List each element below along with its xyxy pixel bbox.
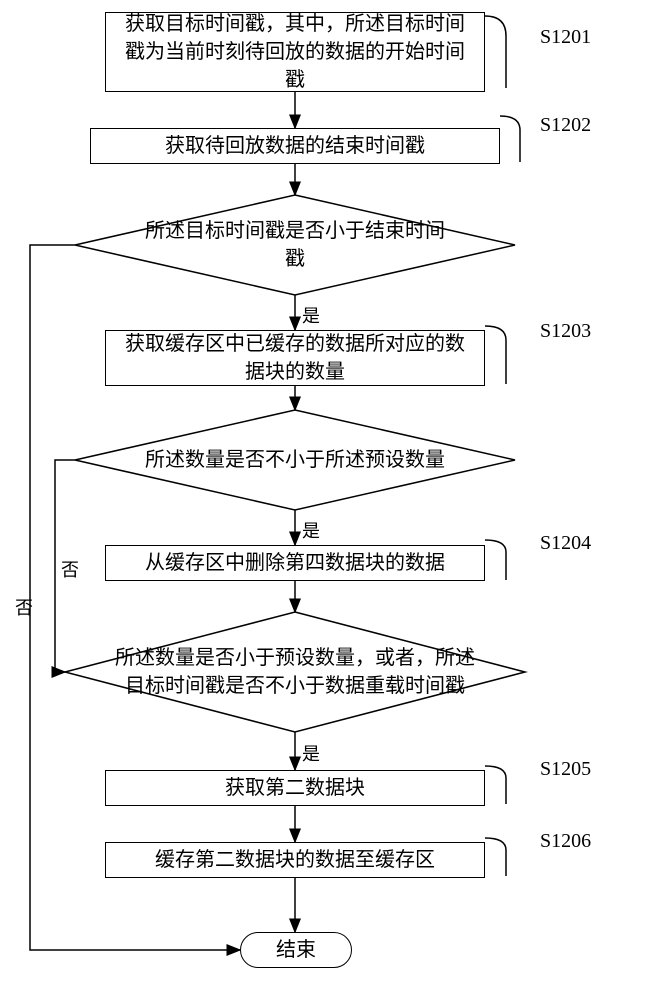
step-s1203-text: 获取缓存区中已缓存的数据所对应的数据块的数量 xyxy=(116,330,474,386)
step-s1204: 从缓存区中删除第四数据块的数据 xyxy=(105,545,485,581)
step-s1202-text: 获取待回放数据的结束时间戳 xyxy=(165,132,425,160)
flowchart-container: 获取目标时间戳，其中，所述目标时间戳为当前时刻待回放的数据的开始时间戳 S120… xyxy=(0,0,649,1000)
step-s1201-text: 获取目标时间戳，其中，所述目标时间戳为当前时刻待回放的数据的开始时间戳 xyxy=(116,10,474,94)
label-s1204: S1204 xyxy=(540,532,591,555)
decision-d2-text: 所述数量是否不小于所述预设数量 xyxy=(145,446,445,474)
edge-d1-yes-label: 是 xyxy=(302,302,320,328)
step-s1205-text: 获取第二数据块 xyxy=(225,774,365,802)
edge-d1-no-label: 否 xyxy=(15,594,33,620)
terminal-end: 结束 xyxy=(240,932,352,968)
label-s1202: S1202 xyxy=(540,114,591,137)
decision-d3: 所述数量是否小于预设数量，或者，所述目标时间戳是否不小于数据重载时间戳 xyxy=(90,640,500,704)
label-s1206: S1206 xyxy=(540,830,591,853)
decision-d2: 所述数量是否不小于所述预设数量 xyxy=(105,433,485,487)
label-s1201: S1201 xyxy=(540,26,591,49)
edge-d3-yes-label: 是 xyxy=(302,740,320,766)
step-s1205: 获取第二数据块 xyxy=(105,770,485,806)
step-s1203: 获取缓存区中已缓存的数据所对应的数据块的数量 xyxy=(105,330,485,386)
decision-d3-text: 所述数量是否小于预设数量，或者，所述目标时间戳是否不小于数据重载时间戳 xyxy=(115,644,475,700)
edge-d2-yes-label: 是 xyxy=(302,517,320,543)
step-s1206-text: 缓存第二数据块的数据至缓存区 xyxy=(155,846,435,874)
step-s1204-text: 从缓存区中删除第四数据块的数据 xyxy=(145,549,445,577)
step-s1202: 获取待回放数据的结束时间戳 xyxy=(90,128,500,164)
label-s1205: S1205 xyxy=(540,758,591,781)
decision-d1: 所述目标时间戳是否小于结束时间戳 xyxy=(105,218,485,272)
step-s1201: 获取目标时间戳，其中，所述目标时间戳为当前时刻待回放的数据的开始时间戳 xyxy=(105,12,485,92)
step-s1206: 缓存第二数据块的数据至缓存区 xyxy=(105,842,485,878)
terminal-end-text: 结束 xyxy=(276,936,316,964)
label-s1203: S1203 xyxy=(540,320,591,343)
decision-d1-text: 所述目标时间戳是否小于结束时间戳 xyxy=(145,217,445,273)
edge-d2-no-label: 否 xyxy=(61,556,79,582)
